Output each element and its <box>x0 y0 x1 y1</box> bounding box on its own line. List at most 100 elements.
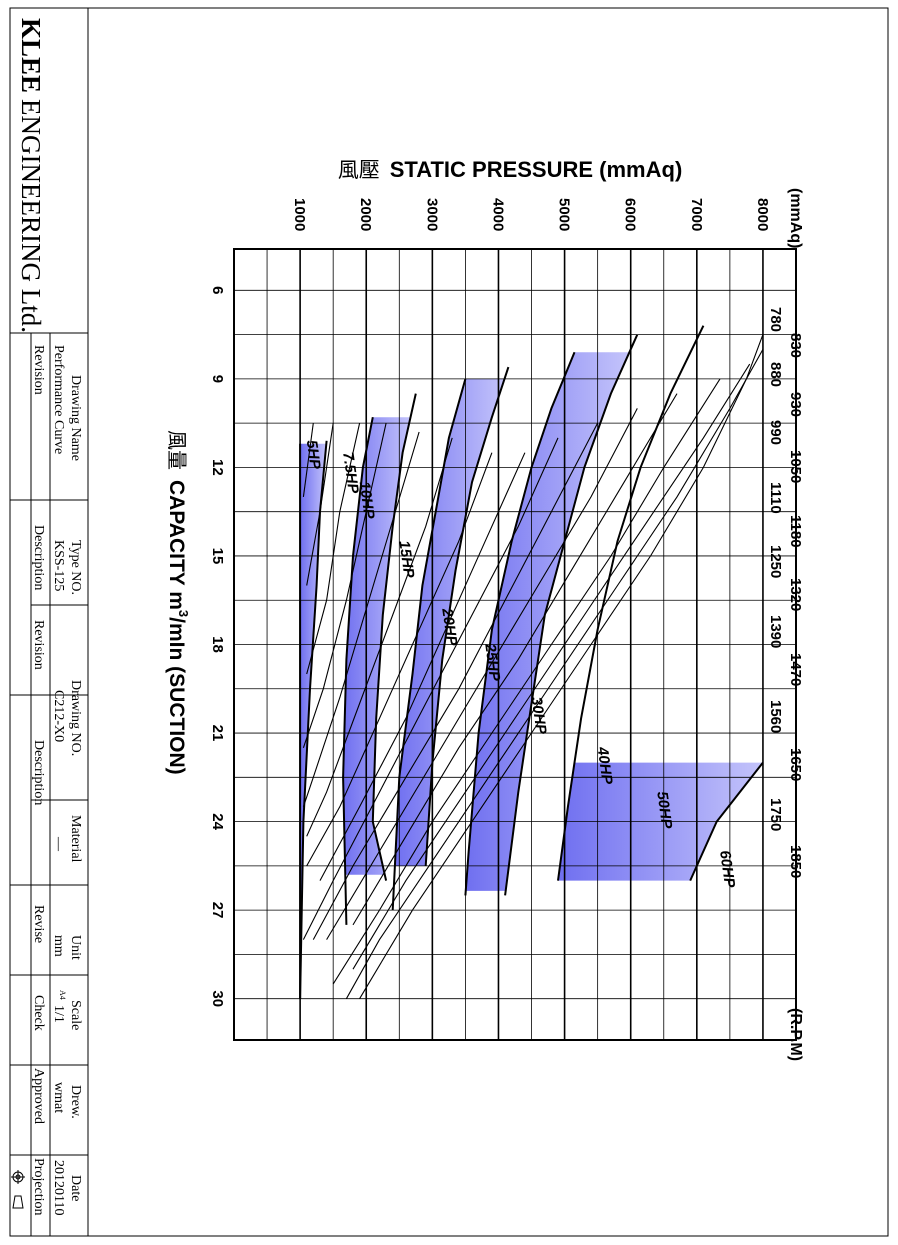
rpm-curve-930 <box>332 378 721 985</box>
rpm-curve-1390 <box>306 437 453 837</box>
rpm-label: 880 <box>767 362 784 387</box>
power-line-10hp <box>342 417 374 925</box>
power-line-20hp <box>391 378 467 911</box>
power-label: 7.5HP <box>339 451 362 496</box>
capacity-tick: 15 <box>209 548 226 565</box>
description-label-2: Description <box>31 740 46 805</box>
rpm-label: 780 <box>767 307 784 332</box>
pressure-tick: 3000 <box>423 198 440 231</box>
type-no-value: KSS-125 <box>51 540 66 591</box>
capacity-tick: 24 <box>209 813 226 830</box>
rpm-label: 1320 <box>787 578 804 611</box>
drawing-name-label: Drawing Name <box>68 375 83 461</box>
material-value: — <box>51 836 66 852</box>
rpm-curve-1850 <box>302 423 314 497</box>
chart-title: 風壓 STATIC PRESSURE (mmAq) <box>338 157 683 182</box>
company-name: KLEE ENGINEERING Ltd. <box>16 18 46 333</box>
power-line-40hp <box>504 334 639 896</box>
pressure-tick: 7000 <box>688 198 705 231</box>
date-label: Date <box>68 1175 83 1201</box>
rpm-curve-780 <box>359 334 764 999</box>
chart-title-text: STATIC PRESSURE (mmAq) <box>390 157 683 182</box>
drawing-no-value: C212-X0 <box>51 690 66 742</box>
corner-mark-bottom-left <box>9 1220 26 1237</box>
pressure-tick: 4000 <box>490 198 507 231</box>
power-label: 60HP <box>716 849 738 890</box>
rpm-label: 930 <box>787 392 804 417</box>
unit-label: Unit <box>68 935 83 960</box>
power-lines <box>299 325 764 999</box>
rpm-unit-label: (R.P.M) <box>787 1008 804 1061</box>
check-label: Check <box>31 995 46 1031</box>
capacity-axis-label-text: CAPACITY m <box>165 480 188 610</box>
rpm-label: 990 <box>767 420 784 445</box>
drew-value: wmat <box>51 1082 66 1113</box>
paper-size: A4 <box>58 990 67 1000</box>
pressure-unit-label: (mmAq) <box>787 188 804 248</box>
power-line-60hp <box>689 761 764 882</box>
power-label: 50HP <box>653 790 675 831</box>
rpm-curve-880 <box>352 363 751 970</box>
power-line-25hp <box>424 366 510 866</box>
chart-frame <box>233 248 797 1041</box>
rpm-label: 1180 <box>787 515 804 548</box>
corner-mark-top-right <box>870 7 889 24</box>
rpm-label: 1050 <box>787 450 804 483</box>
power-line-7-5hp <box>299 440 328 999</box>
rpm-curve-830 <box>345 349 764 999</box>
scale-label: Scale <box>68 1000 83 1030</box>
capacity-axis-label: 風量 CAPACITY m3/mIn (SUCTION) <box>165 430 191 775</box>
rpm-label: 1750 <box>767 798 784 831</box>
capacity-axis-label-cjk: 風量 <box>165 430 187 470</box>
capacity-tick: 21 <box>209 725 226 742</box>
capacity-tick: 27 <box>209 902 226 919</box>
scale-value: 1/1 <box>51 1005 66 1023</box>
description-label-1: Description <box>31 525 46 590</box>
rpm-labels: 7808308809309901050111011801250132013901… <box>767 307 804 878</box>
drawing-name-value: Performance Curve <box>51 345 66 454</box>
power-band-30hp <box>465 352 630 891</box>
sheet-border <box>9 7 889 1237</box>
rpm-curve-1560 <box>302 422 387 748</box>
power-label: 15HP <box>395 539 417 580</box>
projection-symbol-icon <box>11 1170 25 1209</box>
title-block <box>10 8 89 1236</box>
rpm-label: 1470 <box>787 653 804 686</box>
capacity-axis-label-suffix: /mIn (SUCTION) <box>165 617 188 775</box>
rpm-label: 1650 <box>787 748 804 781</box>
power-line-50hp <box>557 325 705 881</box>
company-name-rest: ENGINEERING Ltd. <box>16 99 46 333</box>
rpm-label: 1250 <box>767 545 784 578</box>
capacity-tick: 18 <box>209 636 226 653</box>
power-label: 30HP <box>528 696 550 737</box>
drew-label: Drew. <box>68 1085 83 1119</box>
capacity-axis-label-sup: 3 <box>176 610 191 617</box>
pressure-tick: 8000 <box>754 198 771 231</box>
pressure-tick: 6000 <box>622 198 639 231</box>
power-band-10hp <box>343 417 411 875</box>
capacity-tick: 9 <box>209 375 226 383</box>
company-name-bold: KLEE <box>16 18 46 93</box>
rpm-label: 1850 <box>787 845 804 878</box>
chart-grid <box>234 249 796 1040</box>
rpm-curve-1110 <box>312 422 599 940</box>
type-no-label: Type NO. <box>68 540 83 595</box>
rpm-curve-1470 <box>302 431 420 807</box>
power-band-5hp <box>300 443 327 998</box>
chart-title-cjk: 風壓 <box>338 159 380 182</box>
rpm-label: 830 <box>787 333 804 358</box>
unit-value: mm <box>51 935 66 957</box>
rpm-curve-990 <box>352 393 678 926</box>
rpm-curve-1180 <box>302 437 559 940</box>
power-label: 20HP <box>438 606 460 647</box>
approved-label: Approved <box>31 1068 46 1124</box>
date-value: 20120110 <box>51 1160 66 1215</box>
rpm-curve-1650 <box>306 422 361 675</box>
power-label: 5HP <box>303 439 324 471</box>
rpm-label: 1110 <box>767 482 784 514</box>
rpm-label: 1390 <box>767 615 784 648</box>
projection-label: Projection <box>31 1158 46 1216</box>
